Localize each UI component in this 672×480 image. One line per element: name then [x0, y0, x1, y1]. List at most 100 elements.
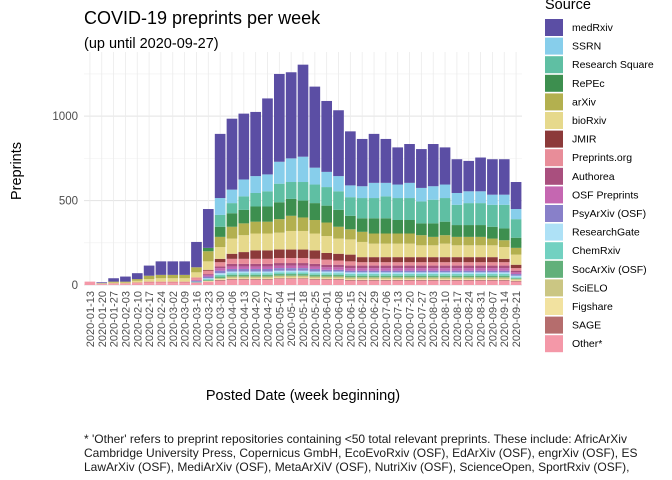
- bar-segment: [463, 270, 475, 273]
- bar-segment: [179, 281, 190, 284]
- bar-segment: [451, 265, 463, 269]
- bar-segment: [273, 263, 285, 266]
- bar-segment: [262, 221, 273, 234]
- bar-segment: [487, 159, 498, 195]
- bar-segment: [475, 280, 486, 285]
- bar-segment: [345, 185, 356, 198]
- x-tick-label: 2020-09-21: [511, 291, 523, 347]
- x-tick-label: 2020-08-24: [464, 291, 476, 347]
- bar-segment: [191, 281, 202, 283]
- bar-segment: [238, 279, 250, 285]
- x-tick-label: 2020-08-31: [476, 291, 488, 347]
- bar-segment: [368, 270, 380, 273]
- bar-segment: [238, 113, 250, 180]
- legend-swatch: [545, 186, 563, 204]
- bar-segment: [404, 279, 415, 280]
- x-tick-label: 2020-07-06: [381, 291, 393, 347]
- bar-segment: [416, 277, 427, 280]
- bar-segment: [345, 239, 356, 255]
- bar-segment: [202, 279, 214, 280]
- bar-segment: [380, 265, 392, 269]
- legend-label: SAGE: [572, 320, 601, 332]
- bar-segment: [498, 279, 510, 280]
- bar-segment: [368, 218, 380, 234]
- bar-segment: [380, 196, 392, 219]
- legend-swatch: [545, 37, 563, 55]
- bar-segment: [214, 247, 226, 259]
- bar-segment: [368, 243, 380, 258]
- bar-segment: [226, 213, 238, 227]
- bar-segment: [273, 202, 285, 220]
- caption-line: * 'Other' refers to preprint repositorie…: [84, 432, 627, 446]
- bar-segment: [416, 187, 427, 202]
- bar-segment: [96, 282, 108, 284]
- bar-segment: [226, 266, 238, 269]
- bar-segment: [202, 269, 214, 271]
- bar-segment: [309, 250, 321, 259]
- bar-segment: [345, 261, 356, 266]
- bar-segment: [487, 279, 498, 280]
- bar-segment: [262, 273, 273, 275]
- bar-segment: [451, 245, 463, 258]
- bar-segment: [238, 273, 250, 275]
- bar-segment: [309, 278, 321, 280]
- bar-segment: [179, 274, 190, 279]
- legend-label: Figshare: [572, 301, 613, 313]
- bar-segment: [439, 235, 451, 244]
- bar-segment: [427, 279, 439, 281]
- bar-segment: [309, 86, 321, 168]
- bar-segment: [475, 262, 486, 266]
- bar-segment: [297, 64, 309, 157]
- bar-segment: [451, 257, 463, 263]
- bar-segment: [510, 209, 522, 220]
- bar-segment: [356, 274, 368, 276]
- legend-swatch: [545, 335, 563, 353]
- bar-segment: [368, 279, 380, 280]
- bar-segment: [475, 279, 486, 280]
- bar-segment: [285, 198, 297, 216]
- bar-segment: [214, 226, 226, 237]
- bar-segment: [463, 160, 475, 192]
- bar-segment: [285, 274, 297, 276]
- bar-segment: [309, 219, 321, 234]
- bar-segment: [214, 268, 226, 271]
- bar-segment: [321, 205, 333, 223]
- x-tick-label: 2020-01-27: [109, 291, 121, 347]
- bar-segment: [238, 179, 250, 197]
- bar-segment: [333, 279, 344, 280]
- bar-segment: [309, 263, 321, 267]
- bar-segment: [120, 284, 131, 285]
- bar-segment: [321, 187, 333, 206]
- bar-segment: [380, 275, 392, 278]
- x-tick-label: 2020-04-13: [239, 291, 251, 347]
- bar-segment: [202, 251, 214, 262]
- bar-segment: [297, 274, 309, 276]
- bar-segment: [250, 274, 261, 277]
- bar-segment: [416, 265, 427, 269]
- bar-segment: [191, 277, 202, 280]
- bar-segment: [273, 274, 285, 276]
- bar-segment: [345, 215, 356, 230]
- bar-segment: [226, 238, 238, 254]
- bar-segment: [143, 275, 155, 280]
- bar-segment: [356, 280, 368, 285]
- bar-segment: [297, 268, 309, 271]
- bar-segment: [250, 176, 261, 193]
- x-tick-label: 2020-06-15: [345, 291, 357, 347]
- bar-segment: [368, 133, 380, 183]
- bar-segment: [498, 262, 510, 266]
- x-tick-label: 2020-04-06: [227, 291, 239, 347]
- bar-segment: [238, 209, 250, 224]
- bar-segment: [404, 198, 415, 220]
- bar-segment: [380, 257, 392, 263]
- bar-segment: [345, 279, 356, 281]
- bar-segment: [416, 149, 427, 188]
- bar-segment: [451, 236, 463, 246]
- bar-segment: [321, 236, 333, 253]
- bar-segment: [510, 279, 522, 281]
- bar-segment: [439, 257, 451, 263]
- bar-segment: [475, 274, 486, 276]
- bar-segment: [167, 283, 179, 285]
- bar-segment: [368, 182, 380, 199]
- bar-segment: [285, 72, 297, 159]
